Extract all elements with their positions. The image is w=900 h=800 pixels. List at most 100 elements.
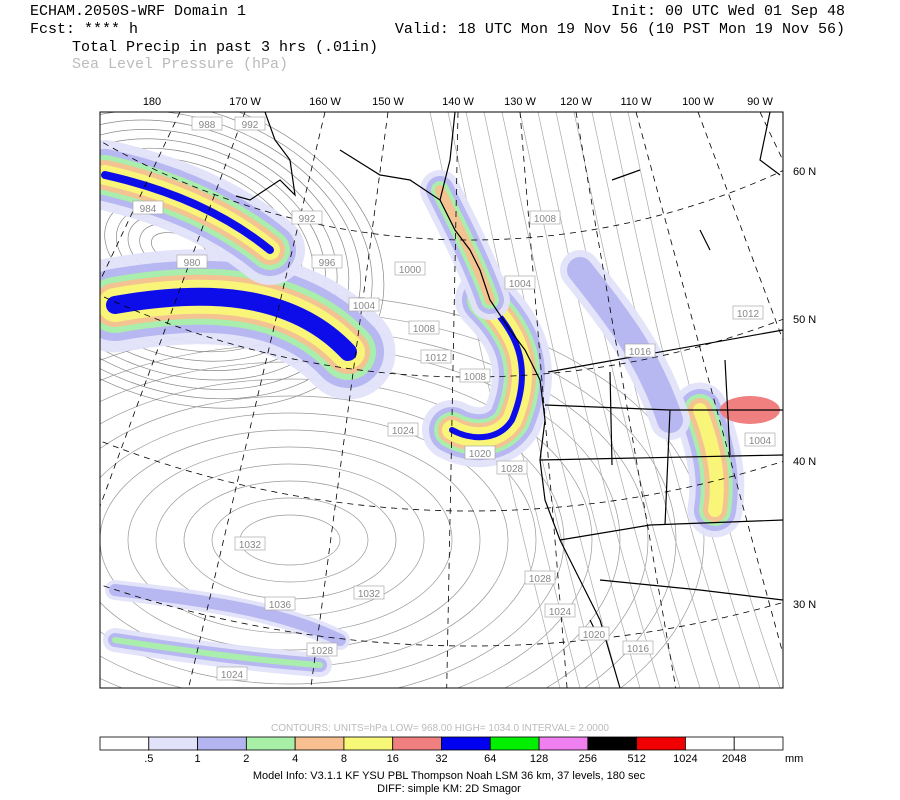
coastline — [559, 519, 783, 541]
colorbar-cell — [148, 736, 198, 751]
longitude-label: 160 W — [309, 96, 341, 108]
graticule — [100, 440, 783, 512]
colorbar-label: 512 — [627, 753, 645, 765]
pressure-contour — [100, 429, 481, 651]
init: Init: 00 UTC Wed 01 Sep 48 — [611, 3, 845, 20]
pressure-contour — [100, 395, 537, 685]
contour-label: 1028 — [311, 646, 334, 657]
graticule — [446, 112, 459, 688]
contour-label-box — [496, 460, 528, 475]
coastline — [599, 579, 783, 601]
contour-label: 1028 — [529, 574, 552, 585]
contour-label-box — [578, 626, 610, 641]
longitude-label: 120 W — [560, 96, 592, 108]
coastline — [439, 112, 456, 201]
contour-label-box — [464, 445, 496, 460]
pressure-contour — [627, 112, 781, 688]
graticule — [519, 112, 568, 688]
precip-area — [112, 637, 323, 668]
coastline — [539, 454, 783, 461]
pressure-contour — [127, 446, 453, 634]
graticule — [697, 112, 783, 342]
contour-label-box — [387, 422, 419, 437]
contour-label-box — [544, 603, 576, 618]
contour-label: 1000 — [399, 265, 422, 276]
contour-label-box — [529, 210, 561, 225]
longitude-label: 140 W — [442, 96, 474, 108]
colorbar-label: 16 — [387, 753, 399, 765]
contour-label: 1032 — [239, 540, 262, 551]
contour-label: 1036 — [269, 600, 292, 611]
colorbar-unit: mm — [785, 753, 803, 765]
contour-label-box — [744, 432, 776, 447]
valid: Valid: 18 UTC Mon 19 Nov 56 (10 PST Mon … — [395, 21, 845, 38]
field-label: Sea Level Pressure (hPa) — [72, 56, 288, 73]
longitude-label: 110 W — [621, 96, 653, 108]
longitude-label: 130 W — [504, 96, 536, 108]
graticule — [635, 112, 783, 656]
pressure-contour — [537, 112, 681, 688]
latitude-label: 50 N — [793, 314, 816, 326]
colorbar-cell — [392, 736, 442, 751]
contour-info: CONTOURS: UNITS=hPa LOW= 968.00 HIGH= 10… — [271, 723, 609, 734]
contour-label-box — [191, 116, 223, 131]
map-frame — [99, 111, 784, 689]
coastline — [699, 229, 711, 251]
precip-area — [101, 171, 274, 254]
contour-label: 996 — [319, 258, 336, 269]
graticule — [100, 112, 246, 508]
colorbar-label: 128 — [530, 753, 548, 765]
fcst: Fcst: **** h — [30, 21, 138, 38]
colorbar-cell — [538, 736, 589, 751]
coastline — [664, 409, 671, 526]
contour-label-box — [216, 666, 248, 681]
graticule — [310, 112, 389, 688]
contour-label: 1012 — [737, 309, 760, 320]
longitude-label: 90 W — [747, 96, 773, 108]
contour-label: 1012 — [425, 353, 448, 364]
contour-label: 980 — [184, 258, 201, 269]
colorbar-label: 1 — [195, 753, 201, 765]
pressure-contour — [100, 378, 565, 688]
longitude-label: 170 W — [229, 96, 261, 108]
contour-label: 1008 — [464, 372, 487, 383]
contour-label: 1028 — [501, 464, 524, 475]
coastline — [611, 169, 641, 181]
contour-label-box — [504, 275, 536, 290]
contour-label-box — [408, 320, 440, 335]
contour-label: 1032 — [358, 589, 381, 600]
colorbar-label: 2048 — [722, 753, 746, 765]
contour-label: 1024 — [549, 607, 572, 618]
pressure-contour — [519, 112, 661, 688]
contour-label-box — [420, 349, 452, 364]
contour-label: 1024 — [221, 670, 244, 681]
contour-label: 1024 — [392, 426, 415, 437]
precip-area — [106, 287, 357, 361]
colorbar-cell — [245, 736, 296, 751]
coastline — [759, 112, 781, 176]
contour-label-box — [264, 596, 296, 611]
contour-label-box — [524, 570, 556, 585]
coastline — [609, 371, 613, 466]
contour-label-box — [291, 210, 323, 225]
contour-label-box — [348, 297, 380, 312]
contour-label: 992 — [299, 214, 316, 225]
coastline — [547, 329, 783, 373]
colorbar-label: 32 — [435, 753, 447, 765]
precip-area — [109, 584, 346, 646]
colorbar-cell — [733, 736, 784, 751]
contour-label-box — [311, 254, 343, 269]
contour-label: 1020 — [469, 449, 492, 460]
contour-label-box — [132, 200, 164, 215]
contour-label: 1004 — [749, 436, 772, 447]
colorbar-label: 64 — [484, 753, 496, 765]
colorbar-label: 8 — [341, 753, 347, 765]
contour-label: 988 — [199, 120, 216, 131]
labels: 180 170 W 160 W 150 W 140 W 130 W 120 W 110 W 10… — [143, 96, 816, 611]
contour-label-box — [306, 642, 338, 657]
contour-label-box — [353, 585, 385, 600]
latitude-label: 40 N — [793, 456, 816, 468]
field-label: Total Precip in past 3 hrs (.01in) — [72, 39, 378, 56]
pressure-contour — [555, 112, 701, 688]
